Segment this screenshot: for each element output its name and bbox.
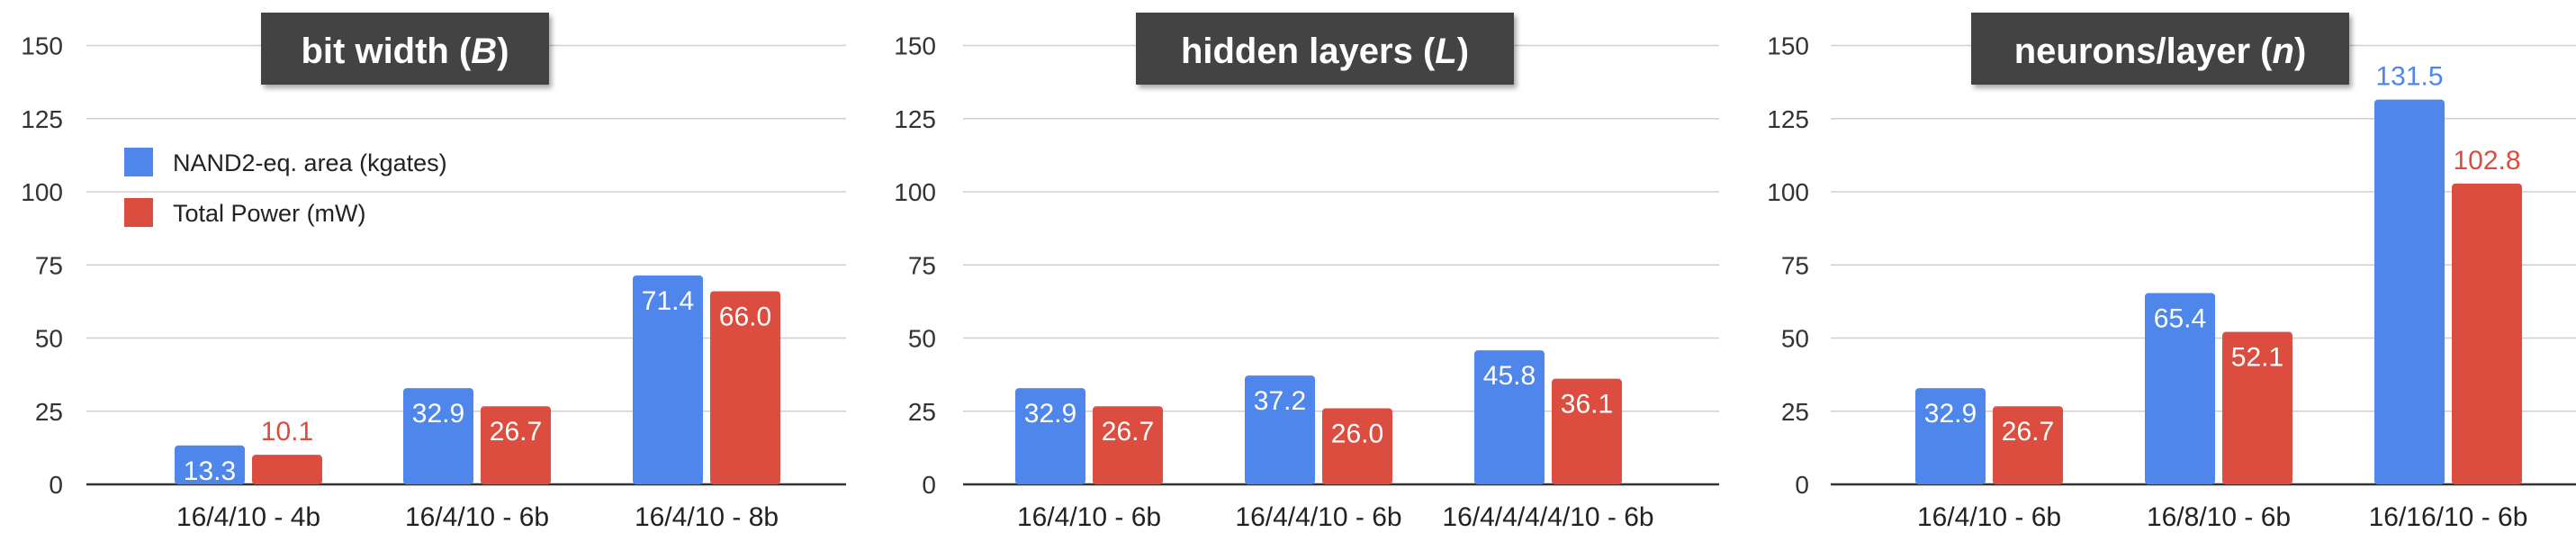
y-tick-label: 75 <box>35 251 63 279</box>
category-label: 16/8/10 - 6b <box>2147 502 2291 532</box>
data-label: 26.7 <box>2002 417 2054 447</box>
area-bar <box>175 445 245 484</box>
title-text: bit width (B) <box>301 32 509 71</box>
title-text: neurons/layer (n) <box>2014 32 2307 71</box>
title-main: neurons/layer ( <box>2014 32 2273 71</box>
y-tick-label: 150 <box>21 32 63 60</box>
legend-label: NAND2-eq. area (kgates) <box>173 149 447 176</box>
title-end: ) <box>2294 32 2306 71</box>
category-label: 16/16/10 - 6b <box>2369 502 2528 532</box>
chart-title: hidden layers (L) <box>1136 13 1514 85</box>
data-label: 45.8 <box>1483 361 1536 391</box>
legend-swatch <box>124 198 153 227</box>
chart-title: neurons/layer (n) <box>1971 13 2349 85</box>
category-label: 16/4/10 - 8b <box>635 502 779 532</box>
title-main: bit width ( <box>301 32 472 71</box>
data-label: 26.0 <box>1331 420 1383 449</box>
y-tick-label: 150 <box>1767 32 1809 60</box>
power-bar <box>1993 406 2063 484</box>
title-box <box>1136 13 1514 85</box>
y-tick-label: 25 <box>35 398 63 426</box>
data-label: 13.3 <box>184 456 236 486</box>
data-label: 65.4 <box>2154 303 2206 333</box>
y-tick-label: 50 <box>35 325 63 353</box>
title-variable: L <box>1435 32 1456 71</box>
y-tick-label: 50 <box>908 325 936 353</box>
data-label: 66.0 <box>719 303 771 332</box>
category-label: 16/4/10 - 6b <box>405 502 549 532</box>
category-label: 16/4/10 - 4b <box>176 502 320 532</box>
y-tick-label: 0 <box>49 471 63 499</box>
y-tick-label: 0 <box>922 471 936 499</box>
y-tick-label: 125 <box>21 105 63 133</box>
y-tick-label: 150 <box>894 32 936 60</box>
power-bar <box>1322 408 1392 484</box>
title-variable: n <box>2273 32 2294 71</box>
area-bar <box>2145 293 2215 484</box>
title-box <box>261 13 549 85</box>
power-bar <box>1552 378 1622 484</box>
data-label: 71.4 <box>642 286 694 316</box>
power-bar <box>2222 331 2292 484</box>
area-bar <box>403 388 473 484</box>
category-label: 16/4/10 - 6b <box>1917 502 2061 532</box>
area-bar <box>1015 388 1085 484</box>
data-label: 32.9 <box>1924 399 1977 429</box>
area-bar <box>2374 99 2445 484</box>
area-bar <box>1474 350 1545 484</box>
title-text: hidden layers (L) <box>1181 32 1469 71</box>
y-tick-label: 100 <box>21 178 63 206</box>
area-bar <box>633 275 703 484</box>
title-end: ) <box>1457 32 1469 71</box>
power-bar <box>481 406 551 484</box>
title-variable: B <box>471 32 497 71</box>
y-tick-label: 50 <box>1781 325 1809 353</box>
title-box <box>1971 13 2349 85</box>
category-label: 16/4/4/4/4/10 - 6b <box>1442 502 1653 532</box>
data-label: 131.5 <box>2375 62 2443 92</box>
area-bar <box>1915 388 1986 484</box>
power-bar <box>1093 406 1163 484</box>
chart-panel-2: 0 25 50 75 100 125 150 32.9 26.7 16/4/10 - 6b 37.2… <box>894 13 1719 532</box>
y-tick-label: 25 <box>908 398 936 426</box>
power-bar <box>710 291 780 484</box>
y-tick-label: 75 <box>908 251 936 279</box>
power-bar <box>252 455 322 484</box>
y-tick-label: 75 <box>1781 251 1809 279</box>
data-label: 37.2 <box>1254 386 1306 416</box>
data-label: 26.7 <box>490 417 542 447</box>
y-tick-label: 0 <box>1795 471 1809 499</box>
data-label: 102.8 <box>2453 146 2520 176</box>
category-label: 16/4/10 - 6b <box>1017 502 1161 532</box>
data-label: 36.1 <box>1561 390 1613 420</box>
title-end: ) <box>497 32 509 71</box>
data-label: 32.9 <box>412 399 464 429</box>
legend-label: Total Power (mW) <box>173 200 366 227</box>
chart-panel-1: 0 25 50 75 100 125 150 13.3 10.1 16/4/10 - 4b 32.9… <box>21 13 846 532</box>
y-tick-label: 100 <box>1767 178 1809 206</box>
legend-swatch <box>124 148 153 176</box>
data-label: 32.9 <box>1024 399 1076 429</box>
chart-title: bit width (B) <box>261 13 549 85</box>
title-main: hidden layers ( <box>1181 32 1436 71</box>
y-tick-label: 100 <box>894 178 936 206</box>
chart-panel-3: 0 25 50 75 100 125 150 32.9 26.7 16/4/10 - 6b 65.4… <box>1767 13 2576 532</box>
y-tick-label: 25 <box>1781 398 1809 426</box>
legend: NAND2-eq. area (kgates) Total Power (mW) <box>124 148 447 227</box>
y-tick-label: 125 <box>1767 105 1809 133</box>
data-label: 10.1 <box>261 417 313 447</box>
y-tick-label: 125 <box>894 105 936 133</box>
power-bar <box>2452 183 2522 484</box>
data-label: 26.7 <box>1102 417 1154 447</box>
category-label: 16/4/4/10 - 6b <box>1235 502 1401 532</box>
area-bar <box>1245 375 1315 484</box>
data-label: 52.1 <box>2231 343 2283 373</box>
